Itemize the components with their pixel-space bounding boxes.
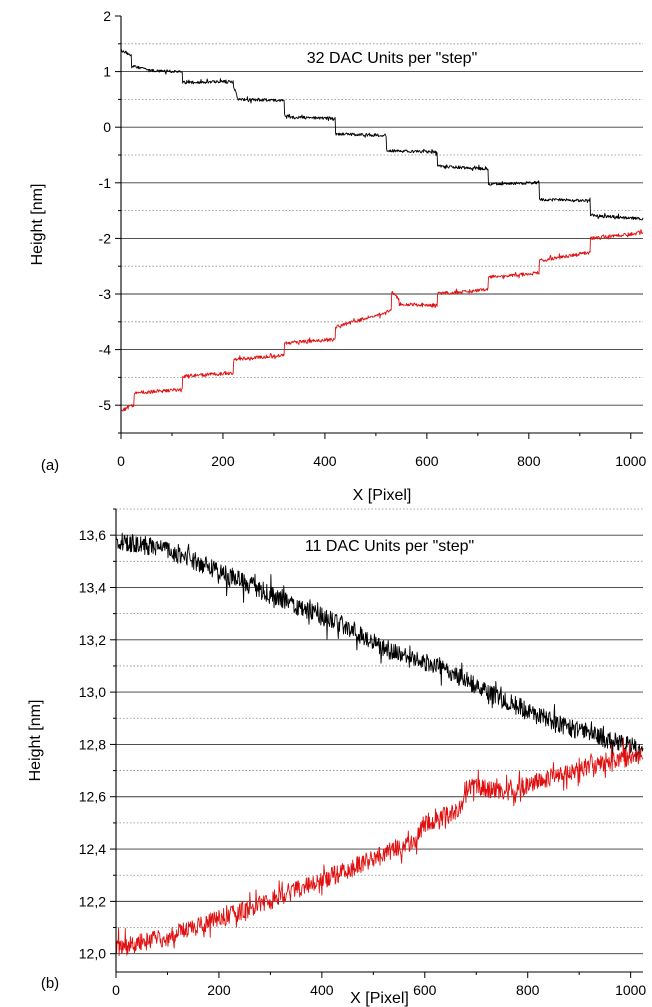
chart-panel-a: -5 -4 -3 -2 -1 0 1 2 0 200 400 600 800 1000 32 DAC Uni… <box>29 8 647 504</box>
y-tick-label: 12,4 <box>79 841 106 857</box>
annotation-text: 11 DAC Units per "step" <box>305 538 474 555</box>
y-tick-label: 12,8 <box>79 736 106 752</box>
y-tick-label: 12,2 <box>79 893 106 909</box>
y-tick-label: 13,6 <box>79 527 106 543</box>
x-tick-label: 0 <box>112 982 120 998</box>
data-series-black <box>120 49 644 221</box>
x-tick-label: 1000 <box>615 982 646 998</box>
y-axis-label: Height [nm] <box>29 184 46 266</box>
y-tick-label: 13,2 <box>79 632 106 648</box>
chart-panel-b: 12,0 12,2 12,4 12,6 12,8 13,0 13,2 13,4 13,6 0 200… <box>27 508 646 1007</box>
data-series-black <box>115 532 644 762</box>
y-tick-label: 0 <box>103 119 111 135</box>
x-tick-label: 600 <box>415 453 439 469</box>
x-tick-label: 400 <box>310 982 334 998</box>
x-tick-label: 200 <box>211 453 235 469</box>
y-axis-label: Height [nm] <box>27 700 44 782</box>
panel-label: (b) <box>41 975 59 992</box>
y-tick-label: 12,6 <box>79 789 106 805</box>
data-series-red <box>115 737 644 957</box>
y-tick-label: 1 <box>103 64 111 80</box>
x-tick-label: 600 <box>413 982 437 998</box>
x-axis-label: X [Pixel] <box>350 990 409 1007</box>
y-tick-label: 12,0 <box>79 946 106 962</box>
data-series-red <box>120 229 644 412</box>
x-tick-label: 200 <box>207 982 231 998</box>
y-tick-label: 13,0 <box>79 684 106 700</box>
y-tick-label: -1 <box>99 175 112 191</box>
y-tick-label: 2 <box>103 8 111 24</box>
x-tick-label: 800 <box>517 453 541 469</box>
x-tick-label: 400 <box>313 453 337 469</box>
y-tick-label: 13,4 <box>79 579 106 595</box>
annotation-text: 32 DAC Units per "step" <box>307 50 478 67</box>
y-tick-label: -2 <box>99 230 112 246</box>
x-tick-label: 800 <box>516 982 540 998</box>
y-tick-label: -3 <box>99 286 112 302</box>
y-tick-label: -5 <box>99 397 112 413</box>
y-tick-label: -4 <box>99 342 112 358</box>
x-axis-label: X [Pixel] <box>353 487 412 504</box>
panel-label: (a) <box>41 457 59 474</box>
x-tick-label: 1000 <box>615 453 646 469</box>
x-tick-label: 0 <box>117 453 125 469</box>
